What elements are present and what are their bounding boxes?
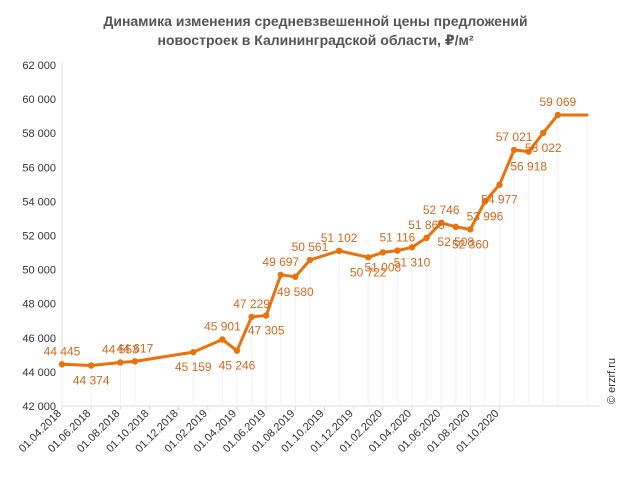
source-credit: © erzrf.ru bbox=[606, 358, 618, 404]
data-label: 49 697 bbox=[262, 255, 299, 269]
data-point bbox=[525, 148, 532, 155]
data-point bbox=[219, 336, 226, 343]
data-label: 45 901 bbox=[204, 319, 241, 333]
data-label: 53 996 bbox=[467, 209, 504, 223]
data-label: 51 008 bbox=[364, 260, 401, 274]
data-point bbox=[277, 271, 284, 278]
series-line bbox=[60, 113, 589, 367]
data-label: 59 069 bbox=[539, 95, 576, 109]
data-label: 54 977 bbox=[481, 193, 518, 207]
y-tick-label: 48 000 bbox=[22, 299, 56, 311]
y-tick-label: 58 000 bbox=[22, 128, 56, 140]
data-point bbox=[131, 358, 139, 365]
data-point bbox=[248, 313, 255, 321]
data-point bbox=[496, 181, 503, 188]
data-label: 45 246 bbox=[219, 359, 256, 373]
data-label: 51 310 bbox=[394, 255, 431, 269]
data-point bbox=[394, 247, 401, 254]
data-point bbox=[262, 312, 270, 319]
y-tick-label: 62 000 bbox=[22, 60, 56, 72]
data-label: 51 102 bbox=[321, 231, 358, 245]
data-point bbox=[292, 273, 299, 280]
data-point bbox=[233, 347, 241, 354]
data-point bbox=[117, 359, 124, 366]
data-label: 57 021 bbox=[496, 130, 533, 144]
data-point bbox=[467, 226, 474, 233]
data-label: 50 561 bbox=[292, 240, 329, 254]
data-point bbox=[306, 256, 314, 264]
data-label: 45 159 bbox=[175, 360, 212, 374]
series bbox=[58, 111, 589, 369]
data-label: 47 305 bbox=[248, 324, 285, 338]
y-tick-label: 60 000 bbox=[22, 94, 56, 106]
data-point bbox=[408, 244, 416, 251]
y-tick-label: 52 000 bbox=[22, 231, 56, 243]
data-label: 47 229 bbox=[233, 297, 270, 311]
data-point bbox=[190, 348, 197, 356]
chart-title: Динамика изменения средневзвешенной цены… bbox=[0, 12, 631, 50]
data-point bbox=[379, 249, 387, 256]
data-label: 44 553 bbox=[102, 342, 139, 356]
data-label: 51 116 bbox=[380, 231, 416, 245]
data-point bbox=[335, 247, 343, 255]
data-point bbox=[540, 129, 547, 137]
data-label: 58 022 bbox=[525, 141, 562, 155]
data-label: 51 865 bbox=[408, 218, 445, 232]
data-label: 52 746 bbox=[423, 203, 460, 217]
y-axis: 42 000 44 000 46 000 48 000 50 000 52 000 54 0… bbox=[22, 60, 63, 413]
data-label: 50 722 bbox=[350, 265, 387, 279]
x-axis: 01.04.201801.06.201801.08.201801.10.2018… bbox=[17, 405, 600, 455]
data-point bbox=[481, 198, 489, 205]
data-point bbox=[365, 254, 372, 261]
data-point bbox=[87, 362, 95, 369]
chart-title-line-2: новостроек в Калининградской области, ₽/… bbox=[157, 32, 474, 48]
data-label: 44 374 bbox=[73, 374, 110, 388]
data-point bbox=[423, 234, 430, 242]
y-tick-label: 46 000 bbox=[22, 333, 56, 345]
y-tick-label: 54 000 bbox=[22, 196, 56, 208]
data-label: 44 617 bbox=[117, 341, 154, 355]
data-point bbox=[510, 146, 518, 154]
y-tick-label: 44 000 bbox=[22, 367, 56, 379]
data-point bbox=[452, 223, 459, 231]
data-label: 52 508 bbox=[437, 235, 474, 249]
data-point bbox=[554, 111, 562, 119]
drop-lines bbox=[61, 114, 588, 406]
y-tick-label: 42 000 bbox=[22, 401, 56, 413]
data-point bbox=[437, 219, 445, 226]
data-label: 49 580 bbox=[277, 285, 314, 299]
chart-title-line-1: Динамика изменения средневзвешенной цены… bbox=[103, 13, 528, 29]
data-label: 52 360 bbox=[452, 237, 489, 251]
y-tick-label: 56 000 bbox=[22, 162, 56, 174]
y-tick-label: 50 000 bbox=[22, 265, 56, 277]
data-point bbox=[58, 361, 66, 368]
data-label: 56 918 bbox=[510, 160, 547, 174]
data-label: 44 445 bbox=[44, 344, 81, 358]
